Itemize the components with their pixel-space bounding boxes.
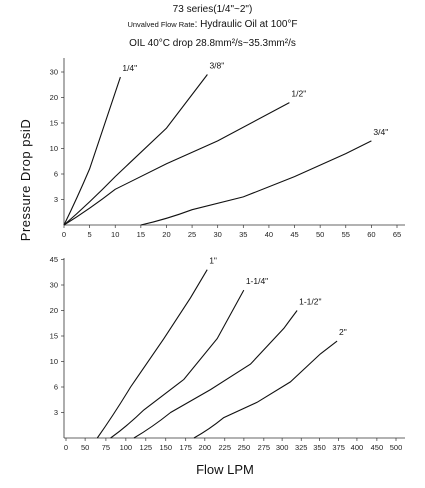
y-tick-label: 3 — [54, 408, 58, 417]
y-tick-label: 30 — [50, 68, 58, 77]
flow-rate-label: Unvalved Flow Rate — [127, 20, 195, 29]
x-tick-label: 15 — [137, 230, 145, 239]
x-tick-label: 500 — [390, 443, 403, 452]
x-tick-label: 100 — [120, 443, 133, 452]
y-tick-label: 30 — [50, 281, 58, 290]
x-tick-label: 150 — [159, 443, 172, 452]
x-tick-label: 250 — [238, 443, 251, 452]
series-line — [133, 310, 298, 439]
x-tick-label: 0 — [62, 230, 66, 239]
x-tick-label: 125 — [140, 443, 153, 452]
x-tick-label: 275 — [258, 443, 271, 452]
series-label: 2" — [339, 327, 347, 337]
series-label: 1-1/4" — [246, 276, 268, 286]
x-tick-label: 5 — [88, 230, 92, 239]
x-tick-label: 65 — [393, 230, 401, 239]
y-axis-label: Pressure Drop psiD — [18, 119, 33, 241]
series-label: 1/4" — [122, 63, 137, 73]
x-tick-label: 375 — [332, 443, 345, 452]
series-line — [193, 340, 338, 439]
x-tick-label: 10 — [111, 230, 119, 239]
x-tick-label: 50 — [316, 230, 324, 239]
y-tick-label: 15 — [50, 332, 58, 341]
y-tick-label: 20 — [50, 306, 58, 315]
x-tick-label: 75 — [102, 443, 110, 452]
x-tick-label: 40 — [265, 230, 273, 239]
y-tick-label: 10 — [50, 357, 58, 366]
series-line — [96, 269, 208, 439]
series-label: 1" — [209, 256, 217, 266]
x-tick-label: 450 — [371, 443, 384, 452]
chart-top: 0 5 10 15 20 25 30 35 40 45 50 55 60 65 3 6 10 15 20 30 1/4"… — [50, 58, 405, 239]
x-tick-label: 30 — [214, 230, 222, 239]
chart-bottom: 0 50 75 100 125 150 175 200 225 250 275 300 325 350 37… — [50, 255, 405, 452]
viscosity-note: OIL 40°C drop 28.8mm²/s~35.3mm²/s — [129, 38, 296, 49]
y-tick-label: 6 — [54, 170, 58, 179]
series-label: 1-1/2" — [299, 297, 321, 307]
x-tick-label: 175 — [179, 443, 192, 452]
series-line — [63, 102, 290, 226]
x-tick-label: 400 — [351, 443, 364, 452]
series-label: 3/4" — [373, 127, 388, 137]
x-tick-label: 50 — [81, 443, 89, 452]
x-tick-label: 0 — [64, 443, 68, 452]
x-tick-label: 25 — [188, 230, 196, 239]
x-tick-label: 60 — [367, 230, 375, 239]
y-tick-label: 20 — [50, 93, 58, 102]
x-tick-label: 45 — [290, 230, 298, 239]
flow-rate-line: Unvalved Flow Rate: Hydraulic Oil at 100… — [0, 19, 425, 30]
x-tick-label: 350 — [313, 443, 326, 452]
x-tick-label: 55 — [342, 230, 350, 239]
x-tick-label: 20 — [162, 230, 170, 239]
series-line — [140, 140, 372, 226]
series-line — [63, 76, 121, 226]
series-title: 73 series(1/4"~2") — [172, 4, 253, 15]
y-tick-label: 3 — [54, 195, 58, 204]
series-label: 3/8" — [209, 61, 224, 71]
x-tick-label: 225 — [219, 443, 232, 452]
x-tick-label: 300 — [276, 443, 289, 452]
flow-rate-sep: : — [194, 19, 198, 30]
y-tick-label: 15 — [50, 119, 58, 128]
series-label: 1/2" — [291, 89, 306, 99]
series-line — [110, 289, 245, 439]
y-tick-label: 6 — [54, 383, 58, 392]
y-tick-label: 10 — [50, 144, 58, 153]
flow-rate-value: Hydraulic Oil at 100°F — [200, 19, 298, 30]
y-tick-label: 45 — [50, 255, 58, 264]
x-tick-label: 325 — [295, 443, 308, 452]
x-axis-label: Flow LPM — [196, 462, 254, 477]
series-line — [63, 74, 208, 226]
x-tick-label: 35 — [239, 230, 247, 239]
x-tick-label: 200 — [199, 443, 212, 452]
